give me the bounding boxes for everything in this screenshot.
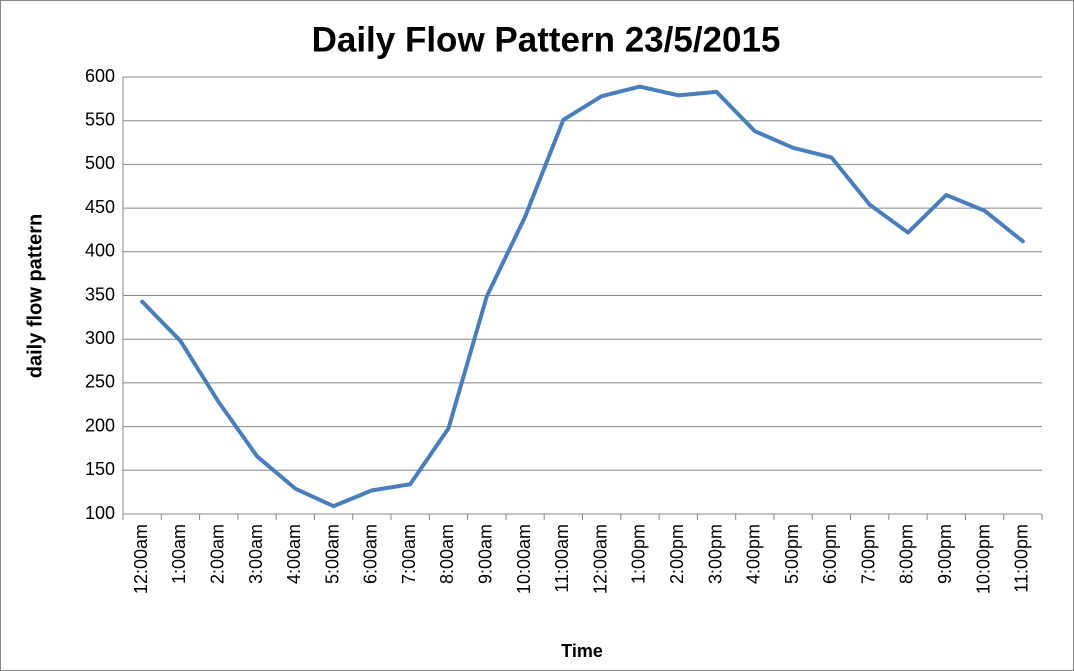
y-tick-label: 600 [85,66,115,86]
x-tick-label: 10:00am [514,524,534,594]
x-tick-label: 11:00am [552,524,572,593]
y-tick-label: 300 [85,328,115,348]
data-line [140,84,1025,509]
x-tick-label: 6:00am [361,524,381,584]
y-tick-label: 150 [85,459,115,479]
y-tick-label: 400 [85,241,115,261]
x-tick-label: 5:00am [322,524,342,584]
x-tick-label: 7:00pm [858,524,878,584]
x-tick-label: 12:00am [590,524,610,594]
x-tick-label: 12:00am [131,524,151,594]
x-tick-label: 9:00pm [935,524,955,584]
y-axis-title: daily flow pattern [24,214,46,378]
x-tick-label: 2:00am [207,524,227,584]
y-tick-label: 250 [85,372,115,392]
y-tick-label: 550 [85,109,115,129]
x-tick-label: 6:00pm [820,524,840,584]
x-tick-label: 4:00pm [744,524,764,584]
x-tick-label: 8:00am [437,524,457,584]
x-tick-label: 5:00pm [782,524,802,584]
y-tick-label: 200 [85,415,115,435]
x-tick-label: 10:00pm [973,524,993,594]
x-tick-label: 1:00am [169,524,189,584]
y-tick-label: 500 [85,153,115,173]
y-tick-label: 450 [85,197,115,217]
x-tick-label: 9:00am [476,524,496,584]
x-tick-label: 7:00am [399,524,419,584]
x-tick-label: 1:00pm [629,524,649,584]
chart-title: Daily Flow Pattern 23/5/2015 [312,20,781,59]
x-axis-title: Time [561,641,603,661]
x-tick-label: 4:00am [284,524,304,584]
x-tick-label: 8:00pm [897,524,917,584]
x-tick-label: 2:00pm [667,524,687,584]
x-tick-label: 11:00pm [1012,524,1032,593]
x-tick-label: 3:00am [246,524,266,584]
y-tick-label: 100 [85,503,115,523]
y-tick-label: 350 [85,284,115,304]
x-tick-label: 3:00pm [705,524,725,584]
